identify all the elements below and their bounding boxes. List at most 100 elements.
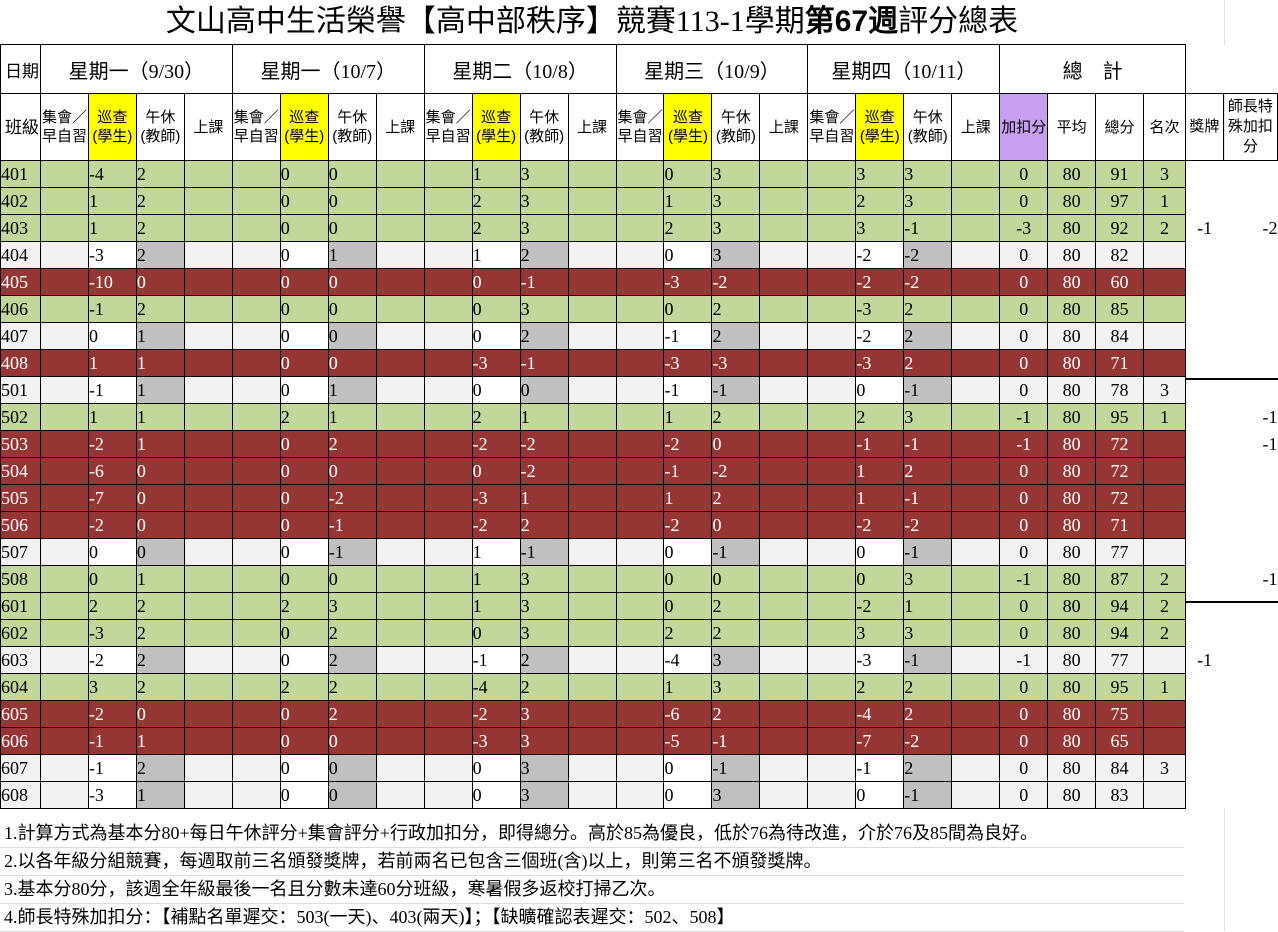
average-cell: 80 (1047, 349, 1097, 377)
lesson-cell (183, 376, 233, 404)
lesson-cell (183, 349, 233, 377)
average-cell: 80 (1047, 538, 1097, 566)
medal-cell (1185, 673, 1224, 701)
noon-cell: 0 (135, 538, 185, 566)
total-cell: 78 (1095, 376, 1144, 404)
class-cell: 603 (0, 646, 41, 674)
noon-cell: 2 (711, 322, 761, 350)
patrol-cell: -3 (855, 646, 905, 674)
patrol-cell: 0 (87, 322, 137, 350)
patrol-cell: 1 (855, 484, 905, 512)
assembly-cell (39, 592, 89, 620)
patrol-cell: -4 (855, 700, 905, 728)
assembly-cell (39, 295, 89, 323)
lesson-cell (183, 322, 233, 350)
noon-col-header: 午休(教師) (327, 93, 377, 161)
patrol-cell: 0 (663, 592, 713, 620)
noon-cell: 0 (711, 511, 761, 539)
average-cell: 80 (1047, 187, 1097, 215)
noon-cell: 2 (327, 673, 377, 701)
rank-cell (1143, 511, 1186, 539)
class-cell: 601 (0, 592, 41, 620)
lesson-cell (951, 403, 1001, 431)
assembly-cell (615, 241, 665, 269)
class-cell: 402 (0, 187, 41, 215)
table-row: 407 0 1 0 0 0 2 -1 2 -2 2 0 80 84 (0, 322, 1278, 350)
assembly-cell (615, 268, 665, 296)
class-cell: 504 (0, 457, 41, 485)
noon-cell: 2 (135, 214, 185, 242)
assembly-cell (423, 565, 473, 593)
assembly-cell (39, 511, 89, 539)
lesson-cell (759, 592, 809, 620)
table-row: 405 -10 0 0 0 0 -1 -3 -2 -2 -2 0 80 60 (0, 268, 1278, 296)
table-row: 503 -2 1 0 2 -2 -2 -2 0 -1 -1 -1 80 72 -1 (0, 430, 1278, 458)
assembly-cell (615, 457, 665, 485)
assembly-cell (807, 673, 857, 701)
patrol-cell: 1 (663, 484, 713, 512)
average-cell: 80 (1047, 727, 1097, 755)
noon-cell: 1 (135, 727, 185, 755)
patrol-cell: 2 (279, 673, 329, 701)
assembly-cell (39, 484, 89, 512)
lesson-cell (951, 565, 1001, 593)
noon-cell: -2 (327, 484, 377, 512)
assembly-cell (423, 187, 473, 215)
patrol-cell: 0 (471, 268, 521, 296)
noon-cell: 2 (519, 511, 569, 539)
noon-cell: 0 (327, 781, 377, 809)
assembly-cell (39, 403, 89, 431)
empty-cell (1223, 44, 1278, 94)
patrol-cell: -6 (87, 457, 137, 485)
rank-cell (1143, 727, 1186, 755)
table-row: 505 -7 0 0 -2 -3 1 1 2 1 -1 0 80 72 (0, 484, 1278, 512)
lesson-cell (375, 700, 425, 728)
class-col-header: 上課 (375, 93, 425, 161)
medal-cell (1185, 349, 1224, 377)
lesson-cell (567, 457, 617, 485)
assembly-cell (807, 565, 857, 593)
patrol-cell: 0 (87, 538, 137, 566)
medal-cell (1185, 160, 1224, 188)
average-cell: 80 (1047, 754, 1097, 782)
assembly-cell (39, 160, 89, 188)
assembly-cell (423, 538, 473, 566)
lesson-cell (951, 484, 1001, 512)
special-cell (1223, 484, 1278, 512)
total-cell: 91 (1095, 160, 1144, 188)
assembly-cell (807, 484, 857, 512)
patrol-cell: 0 (279, 700, 329, 728)
special-cell (1223, 241, 1278, 269)
empty-cell (1185, 44, 1224, 94)
medal-cell (1185, 754, 1224, 782)
patrol-cell: 1 (87, 349, 137, 377)
patrol-cell: -2 (87, 430, 137, 458)
noon-cell: 2 (903, 349, 953, 377)
lesson-cell (951, 457, 1001, 485)
special-cell (1223, 457, 1278, 485)
patrol-cell: -1 (855, 754, 905, 782)
lesson-cell (759, 214, 809, 242)
assembly-cell (231, 484, 281, 512)
lesson-cell (375, 214, 425, 242)
lesson-cell (951, 241, 1001, 269)
noon-cell: 3 (903, 187, 953, 215)
patrol-cell: 0 (279, 619, 329, 647)
patrol-cell: 3 (855, 214, 905, 242)
special-cell (1223, 754, 1278, 782)
day-header: 星期一（9/30） (39, 44, 233, 94)
assembly-cell (807, 268, 857, 296)
patrol-cell: 0 (663, 565, 713, 593)
assembly-cell (39, 322, 89, 350)
special-cell (1223, 295, 1278, 323)
table-row: 608 -3 1 0 0 0 3 0 3 0 -1 0 80 83 (0, 781, 1278, 809)
score-table: 日期 星期一（9/30） 星期一（10/7） 星期二（10/8） 星期三（10/… (0, 44, 1278, 809)
noon-cell: 0 (711, 565, 761, 593)
title-suffix: 評分總表 (898, 5, 1019, 38)
lesson-cell (951, 781, 1001, 809)
patrol-cell: -4 (663, 646, 713, 674)
lesson-cell (375, 457, 425, 485)
medal-cell (1185, 457, 1224, 485)
noon-cell: 1 (519, 484, 569, 512)
patrol-cell: -3 (855, 349, 905, 377)
